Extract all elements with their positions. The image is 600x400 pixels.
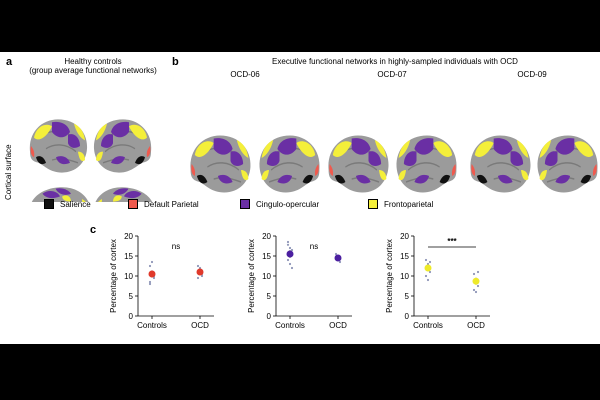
y-tick-label: 5	[129, 292, 134, 301]
data-point	[150, 260, 154, 264]
legend-frontoparietal-swatch	[368, 199, 378, 209]
y-tick-label: 20	[262, 232, 271, 241]
mean-marker	[148, 270, 156, 278]
y-axis-label: Percentage of cortex	[109, 239, 118, 313]
mean-marker	[196, 268, 204, 276]
legend-cingulo-opercular-swatch	[240, 199, 250, 209]
x-tick-label: OCD	[329, 321, 347, 330]
data-point	[476, 284, 480, 288]
chart-frontoparietal: 0 5 10 15 20 Percentage of cortex Controls OCD *…	[385, 232, 490, 330]
x-tick-label: OCD	[191, 321, 209, 330]
panel-b-title: Executive functional networks in highly-…	[272, 57, 518, 66]
ocd07-brain-right-lateral	[395, 134, 458, 194]
y-tick-label: 20	[124, 232, 133, 241]
y-tick-label: 0	[129, 312, 134, 321]
data-point	[476, 270, 480, 274]
y-tick-label: 0	[267, 312, 272, 321]
data-point	[286, 243, 290, 246]
ocd07-brain-left-lateral	[327, 134, 390, 194]
data-point	[148, 282, 152, 286]
mean-marker	[472, 277, 480, 285]
data-point	[148, 280, 152, 284]
data-point	[290, 248, 294, 252]
mean-marker	[334, 254, 342, 262]
mean-marker	[424, 264, 432, 272]
panel-a-title-line2: (group average functional networks)	[29, 66, 157, 75]
significance-label: ***	[447, 237, 457, 246]
data-point	[196, 264, 200, 268]
y-tick-label: 15	[400, 252, 409, 261]
data-point	[472, 288, 476, 292]
legend-cingulo-opercular: Cingulo-opercular	[240, 199, 319, 209]
data-point	[428, 260, 432, 264]
panel-a-title: Healthy controls (group average function…	[28, 57, 158, 75]
legend-salience-label: Salience	[60, 199, 91, 209]
y-tick-label: 5	[267, 292, 272, 301]
brain-surfaces	[29, 118, 599, 202]
ocd06-brain-right-lateral	[258, 134, 321, 194]
chart-cingulo-opercular: 0 5 10 15 20 Percentage of cortex Controls OCD n…	[247, 232, 352, 330]
data-point	[472, 272, 476, 276]
control-brain-left-lateral	[29, 118, 88, 174]
data-point	[286, 258, 290, 262]
data-point	[334, 252, 338, 256]
y-tick-label: 10	[400, 272, 409, 281]
ocd09-brain-left-lateral	[469, 134, 532, 194]
x-tick-label: Controls	[413, 321, 443, 330]
data-point	[290, 266, 294, 270]
y-tick-label: 10	[124, 272, 133, 281]
y-axis-label: Percentage of cortex	[247, 239, 256, 313]
subject-label-ocd09: OCD-09	[517, 70, 547, 79]
legend-default-parietal: Default Parietal	[128, 199, 199, 209]
panel-c-letter: c	[90, 224, 97, 236]
y-axis-label: Percentage of cortex	[385, 239, 394, 313]
data-point	[288, 246, 292, 250]
panel-a-title-line1: Healthy controls	[64, 57, 122, 66]
chart-default-parietal: 0 5 10 15 20 Percentage of cortex Controls OCD n…	[109, 232, 214, 330]
y-tick-label: 20	[400, 232, 409, 241]
figure: a Healthy controls (group average functi…	[0, 52, 600, 344]
y-tick-label: 0	[405, 312, 410, 321]
data-point	[474, 290, 478, 294]
mean-marker	[286, 250, 294, 258]
y-tick-label: 15	[124, 252, 133, 261]
legend-cingulo-opercular-label: Cingulo-opercular	[256, 199, 320, 209]
legend-salience-swatch	[44, 199, 54, 209]
ocd09-brain-right-lateral	[536, 134, 599, 194]
subject-label-ocd07: OCD-07	[377, 70, 407, 79]
x-tick-label: OCD	[467, 321, 485, 330]
ocd06-brain-left-lateral	[189, 134, 252, 194]
significance-label: ns	[172, 242, 180, 251]
y-tick-label: 15	[262, 252, 271, 261]
data-point	[426, 278, 430, 282]
data-point	[424, 258, 428, 262]
y-tick-label: 10	[262, 272, 271, 281]
legend-default-parietal-swatch	[128, 199, 138, 209]
legend-frontoparietal-label: Frontoparietal	[384, 199, 434, 209]
data-point	[428, 270, 432, 274]
legend-default-parietal-label: Default Parietal	[144, 199, 199, 209]
data-point	[200, 274, 204, 278]
legend-salience: Salience	[44, 199, 91, 209]
data-point	[338, 260, 342, 264]
x-tick-label: Controls	[275, 321, 305, 330]
data-point	[148, 264, 152, 268]
panel-b-letter: b	[172, 56, 179, 68]
data-point	[424, 274, 428, 278]
legend-frontoparietal: Frontoparietal	[368, 199, 433, 209]
data-point	[196, 276, 200, 280]
significance-label: ns	[310, 242, 318, 251]
y-tick-label: 5	[405, 292, 410, 301]
data-point	[286, 240, 290, 244]
data-point	[288, 262, 292, 266]
x-tick-label: Controls	[137, 321, 167, 330]
data-point	[152, 276, 156, 280]
panel-a-letter: a	[6, 56, 13, 68]
subject-label-ocd06: OCD-06	[230, 70, 260, 79]
control-brain-right-lateral	[93, 118, 152, 174]
